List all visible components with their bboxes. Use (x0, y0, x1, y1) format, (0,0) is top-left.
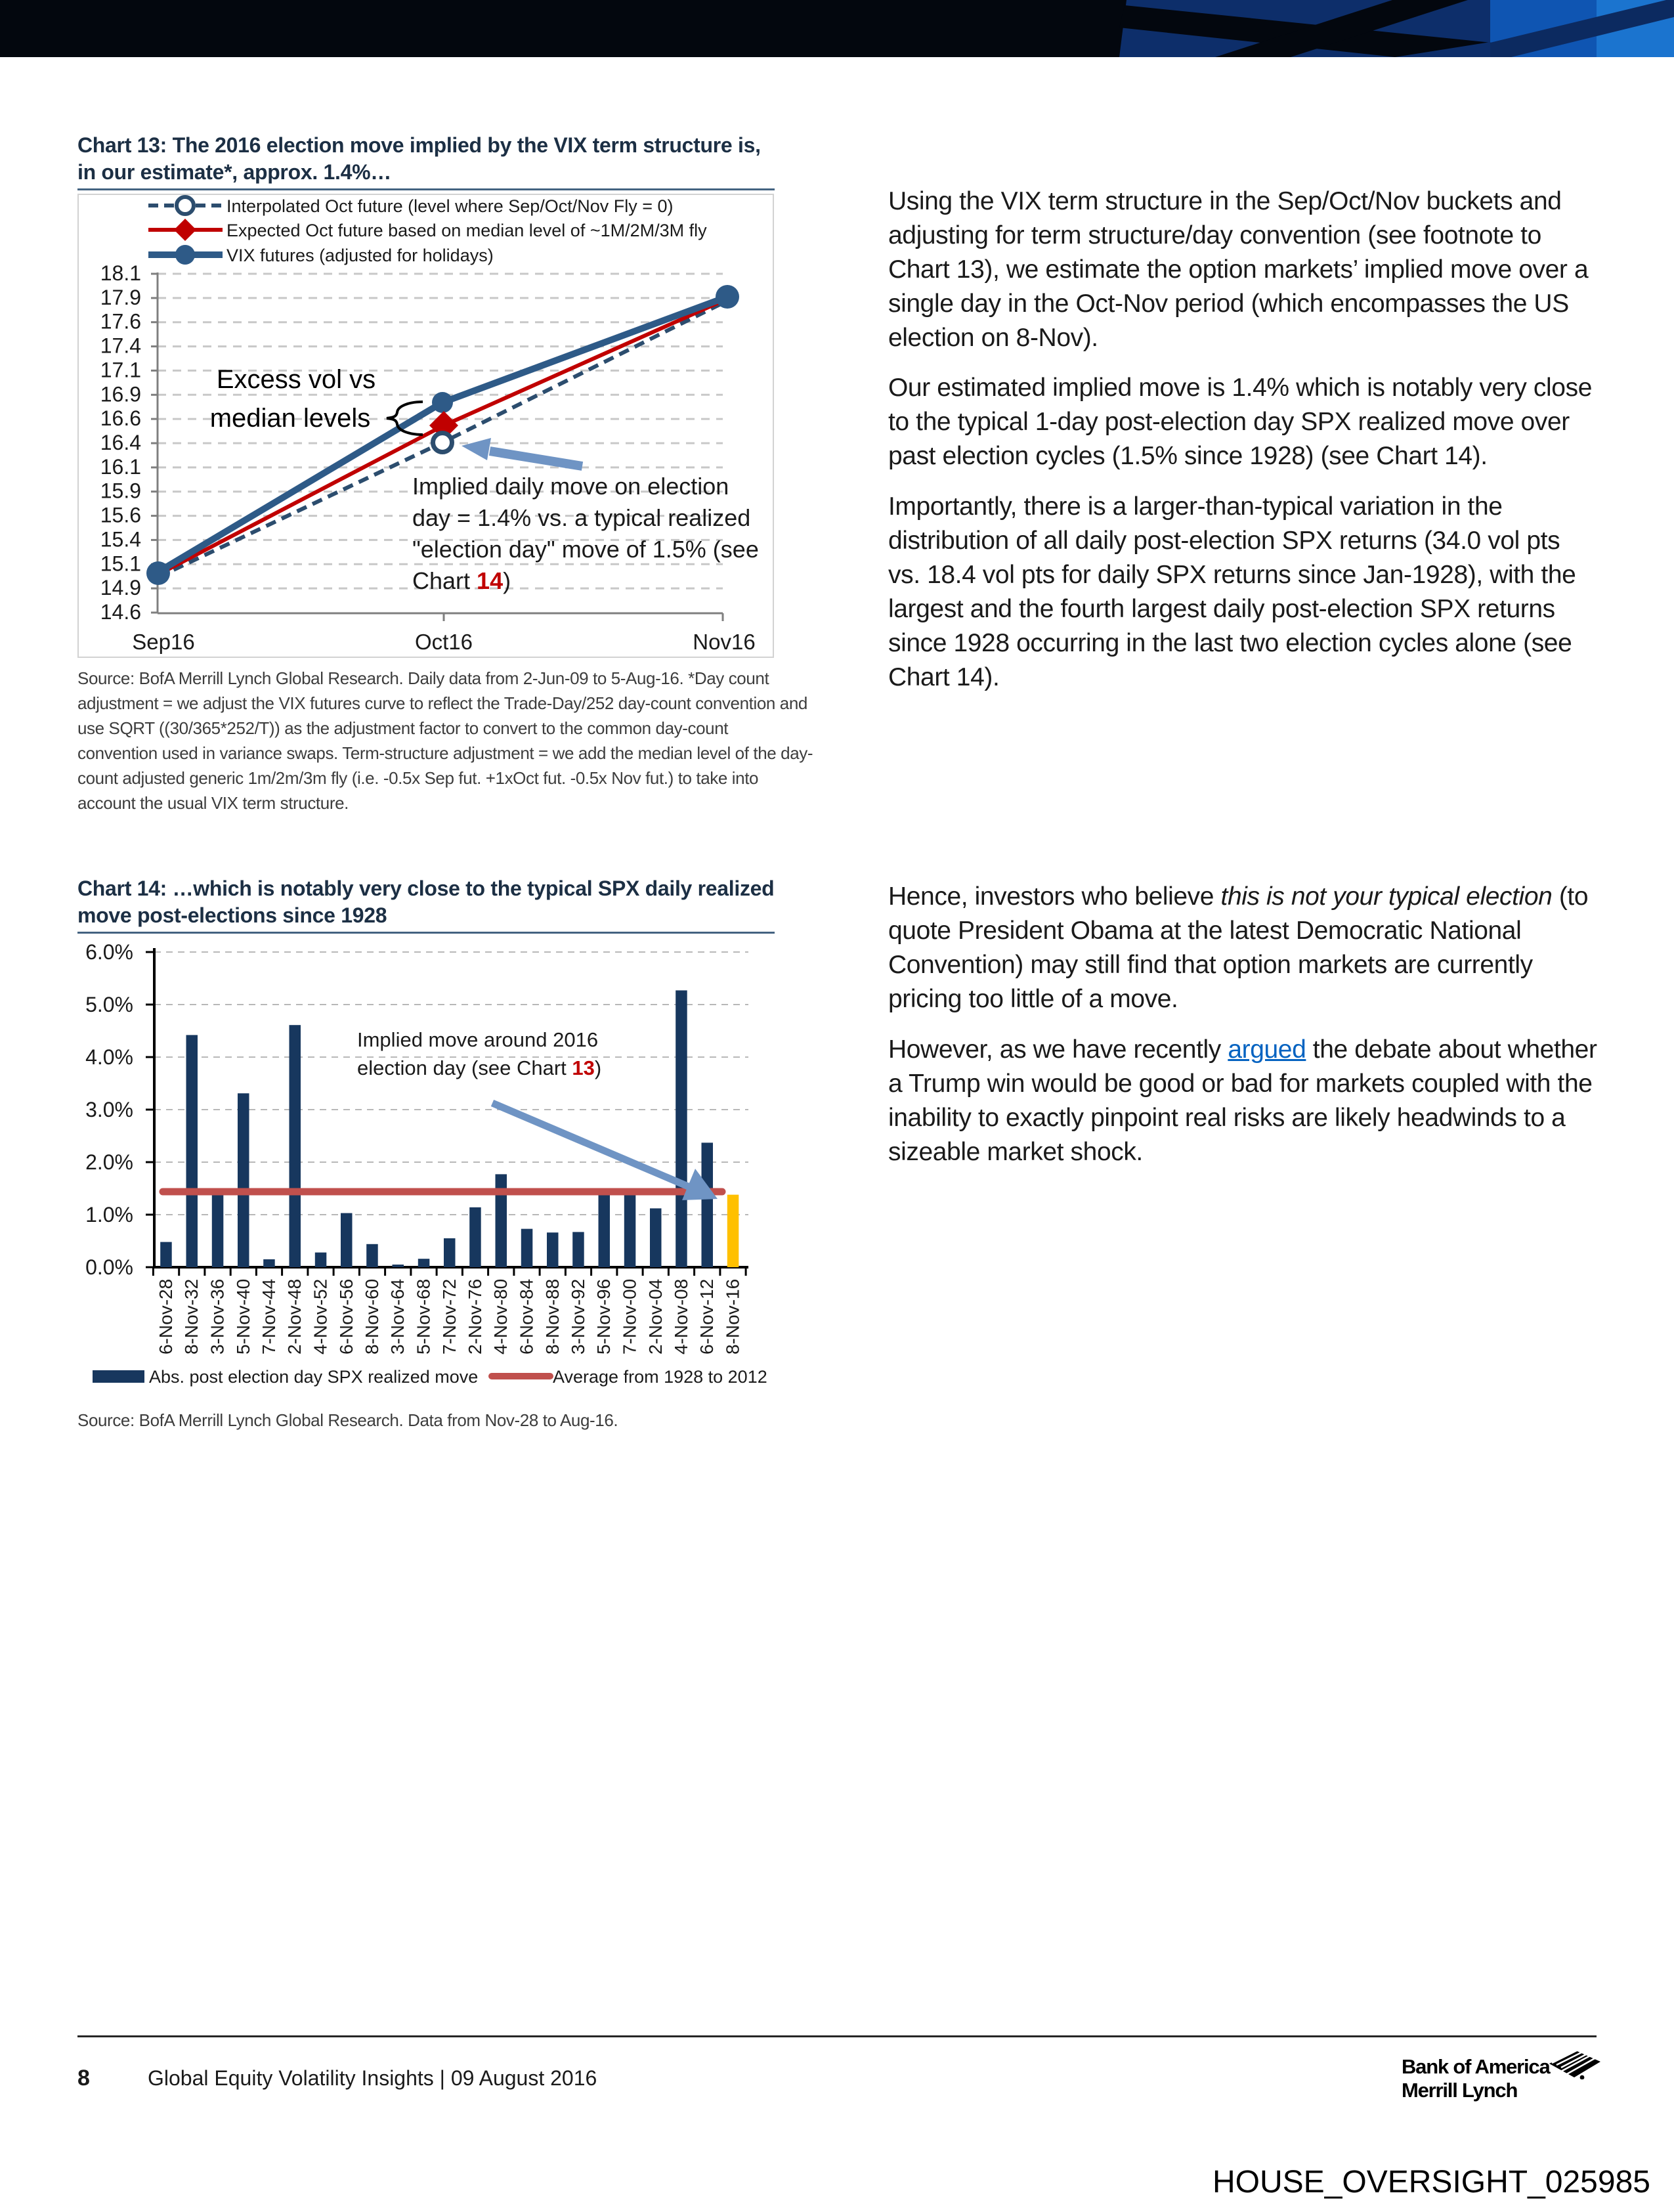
svg-text:17.1: 17.1 (100, 358, 141, 381)
svg-text:median levels: median levels (210, 404, 371, 433)
svg-text:Oct16: Oct16 (415, 630, 473, 654)
svg-text:Implied move around 2016: Implied move around 2016 (357, 1028, 598, 1051)
svg-text:day = 1.4% vs. a typical reali: day = 1.4% vs. a typical realized (412, 504, 750, 531)
svg-text:Excess vol vs: Excess vol vs (217, 365, 376, 394)
svg-text:4-Nov-52: 4-Nov-52 (311, 1279, 331, 1355)
svg-text:8-Nov-88: 8-Nov-88 (542, 1279, 563, 1355)
svg-text:18.1: 18.1 (100, 261, 141, 285)
svg-text:16.9: 16.9 (100, 382, 141, 406)
svg-text:15.4: 15.4 (100, 527, 141, 551)
svg-text:15.9: 15.9 (100, 479, 141, 503)
svg-text:2-Nov-04: 2-Nov-04 (645, 1279, 666, 1355)
svg-text:4-Nov-08: 4-Nov-08 (671, 1279, 691, 1355)
svg-text:election day (see Chart 13): election day (see Chart 13) (357, 1056, 601, 1079)
svg-text:6-Nov-56: 6-Nov-56 (336, 1279, 356, 1355)
svg-text:6.0%: 6.0% (85, 940, 133, 964)
svg-text:2.0%: 2.0% (85, 1150, 133, 1174)
svg-text:3-Nov-92: 3-Nov-92 (568, 1279, 588, 1355)
svg-text:6-Nov-84: 6-Nov-84 (517, 1279, 537, 1355)
svg-text:Chart 14): Chart 14) (412, 567, 511, 594)
svg-text:1.0%: 1.0% (85, 1203, 133, 1226)
svg-text:16.6: 16.6 (100, 406, 141, 430)
svg-text:Nov16: Nov16 (693, 630, 755, 654)
svg-text:8-Nov-32: 8-Nov-32 (181, 1279, 202, 1355)
svg-text:6-Nov-28: 6-Nov-28 (156, 1279, 176, 1355)
svg-text:5-Nov-68: 5-Nov-68 (414, 1279, 434, 1355)
svg-text:14.6: 14.6 (100, 600, 141, 624)
svg-text:2-Nov-76: 2-Nov-76 (465, 1279, 485, 1355)
svg-text:4.0%: 4.0% (85, 1045, 133, 1069)
svg-text:15.1: 15.1 (100, 552, 141, 575)
svg-text:3.0%: 3.0% (85, 1098, 133, 1121)
svg-text:4-Nov-80: 4-Nov-80 (490, 1279, 511, 1355)
svg-text:15.6: 15.6 (100, 504, 141, 527)
svg-text:3-Nov-64: 3-Nov-64 (387, 1279, 408, 1355)
svg-text:5.0%: 5.0% (85, 993, 133, 1016)
svg-text:5-Nov-40: 5-Nov-40 (233, 1279, 253, 1355)
svg-text:Expected Oct future based on m: Expected Oct future based on median leve… (226, 221, 707, 240)
svg-text:14.9: 14.9 (100, 576, 141, 599)
svg-text:2-Nov-48: 2-Nov-48 (284, 1279, 305, 1355)
svg-text:VIX futures (adjusted for holi: VIX futures (adjusted for holidays) (226, 246, 494, 265)
svg-text:8-Nov-16: 8-Nov-16 (723, 1279, 743, 1355)
svg-text:5-Nov-96: 5-Nov-96 (593, 1279, 614, 1355)
svg-text:16.4: 16.4 (100, 431, 141, 454)
svg-text:7-Nov-44: 7-Nov-44 (259, 1279, 279, 1355)
svg-text:17.9: 17.9 (100, 286, 141, 309)
svg-text:17.6: 17.6 (100, 310, 141, 334)
svg-text:Implied daily move on election: Implied daily move on election (412, 473, 729, 500)
svg-text:6-Nov-12: 6-Nov-12 (697, 1279, 717, 1355)
svg-text:7-Nov-72: 7-Nov-72 (439, 1279, 460, 1355)
svg-text:"election day" move of 1.5% (s: "election day" move of 1.5% (see (412, 536, 759, 563)
svg-text:0.0%: 0.0% (85, 1255, 133, 1279)
svg-text:3-Nov-36: 3-Nov-36 (207, 1279, 228, 1355)
svg-text:Average from 1928 to 2012: Average from 1928 to 2012 (553, 1367, 767, 1387)
svg-text:Sep16: Sep16 (132, 630, 194, 654)
svg-text:16.1: 16.1 (100, 455, 141, 479)
svg-text:Interpolated Oct future (level: Interpolated Oct future (level where Sep… (226, 196, 674, 216)
svg-text:7-Nov-00: 7-Nov-00 (620, 1279, 640, 1355)
svg-text:17.4: 17.4 (100, 334, 141, 358)
svg-text:8-Nov-60: 8-Nov-60 (362, 1279, 382, 1355)
svg-text:Abs. post election day SPX rea: Abs. post election day SPX realized move (149, 1367, 478, 1387)
